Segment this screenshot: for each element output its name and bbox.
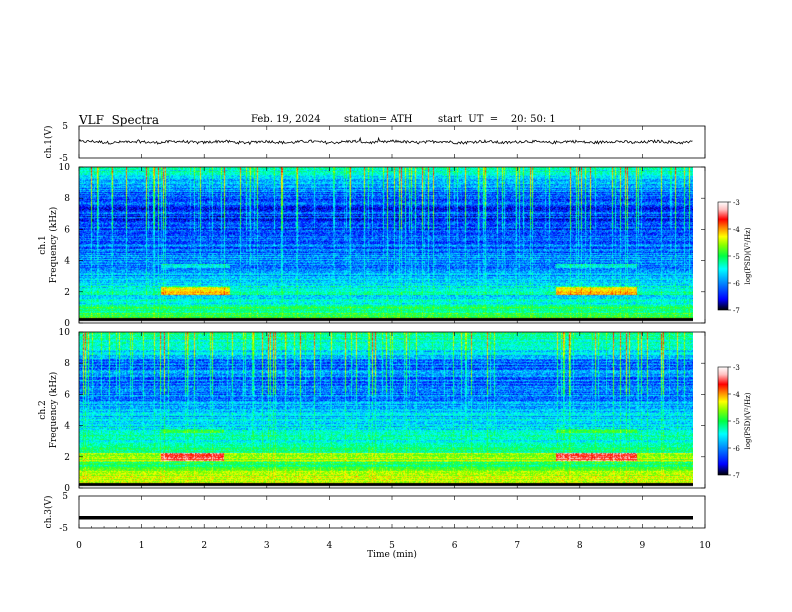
x-tick-label: 5 [389,541,395,551]
colorbar-tick-label: -7 [733,472,740,480]
x-axis-label: Time (min) [367,549,417,560]
colorbar-tick-label: -4 [733,226,740,234]
ch2-colorbar-gradient [717,366,729,476]
ch2-yticks: 0 2 4 6 8 10 [59,328,705,494]
x-tick-label: 6 [452,541,458,551]
colorbar-tick-label: -6 [733,280,740,288]
ch2-colorbar-label: log(PSD)(V²/Hz) [744,392,752,449]
figure-title: VLF Spectra [79,113,160,127]
ch1-colorbar-gradient [717,201,729,311]
ch3-ytick-top: 5 [62,492,68,502]
y-tick-label: 10 [59,163,71,173]
y-tick-label: 8 [64,359,70,369]
ch1-ylabel-channel: ch.1 [38,235,48,254]
colorbar-tick-label: -5 [733,253,740,261]
ch1-ytick-bottom: -5 [59,154,68,164]
ch1-ylabel-frequency: Frequency (kHz) [48,207,59,284]
ch3-ylabel: ch.3(V) [43,496,54,529]
x-tick-label: 1 [139,541,145,551]
y-tick-label: 10 [59,328,71,338]
ch2-colorbar: -3 -4 -5 -6 -7 log(PSD)(V²/Hz) [717,364,752,480]
ch2-ylabel-frequency: Frequency (kHz) [48,372,59,449]
ch1-colorbar-label: log(PSD)(V²/Hz) [744,227,752,284]
x-tick-label: 0 [76,541,82,551]
x-tick-label: 9 [640,541,646,551]
ch1-yticks: 0 2 4 6 8 10 [59,163,705,329]
ch1-ytick-top: 5 [62,122,68,132]
x-axis: 0 1 2 3 4 5 6 7 8 9 10 [76,126,711,551]
y-tick-label: 4 [64,257,70,267]
start-ut-label: start UT = 20: 50: 1 [438,114,556,125]
ch1-spectrogram-panel: 0 2 4 6 8 10 ch.1 Frequency (kHz) [38,163,706,329]
x-tick-label: 7 [514,541,520,551]
ch2-spectrogram-panel: 0 2 4 6 8 10 ch.2 Frequency (kHz) [38,328,706,494]
date-label: Feb. 19, 2024 [251,114,321,125]
colorbar-tick-label: -3 [733,364,740,372]
ch2-colorbar-ticks: -3 -4 -5 -6 -7 [728,364,740,480]
y-tick-label: 6 [64,225,70,235]
ch1-colorbar-ticks: -3 -4 -5 -6 -7 [728,199,740,315]
ch1-colorbar: -3 -4 -5 -6 -7 log(PSD)(V²/Hz) [717,199,752,315]
colorbar-tick-label: -6 [733,445,740,453]
y-tick-label: 4 [64,422,70,432]
ch1-ylabel: ch.1(V) [43,126,54,159]
colorbar-tick-label: -7 [733,307,740,315]
ch3-waveform-panel: 5 -5 ch.3(V) [43,492,706,534]
ch3-waveform-frame [78,495,706,529]
y-tick-label: 0 [64,484,70,494]
ch3-ytick-bottom: -5 [59,524,68,534]
x-tick-label: 4 [327,541,333,551]
y-tick-label: 2 [64,453,70,463]
x-tick-label: 2 [201,541,207,551]
ch2-ylabel-channel: ch.2 [38,400,48,419]
y-tick-label: 8 [64,194,70,204]
y-tick-label: 2 [64,288,70,298]
colorbar-tick-label: -5 [733,418,740,426]
x-tick-label: 10 [699,541,711,551]
x-tick-label: 3 [264,541,270,551]
x-tick-label: 8 [577,541,583,551]
colorbar-tick-label: -4 [733,391,740,399]
colorbar-tick-label: -3 [733,199,740,207]
ch2-spectrogram-image [79,332,693,488]
y-tick-label: 0 [64,319,70,329]
y-tick-label: 6 [64,390,70,400]
ch1-waveform-panel: 5 -5 ch.1(V) [43,122,706,164]
ch1-waveform-line [78,136,693,146]
ch1-spectrogram-image [79,167,693,323]
station-label: station= ATH [344,114,413,125]
